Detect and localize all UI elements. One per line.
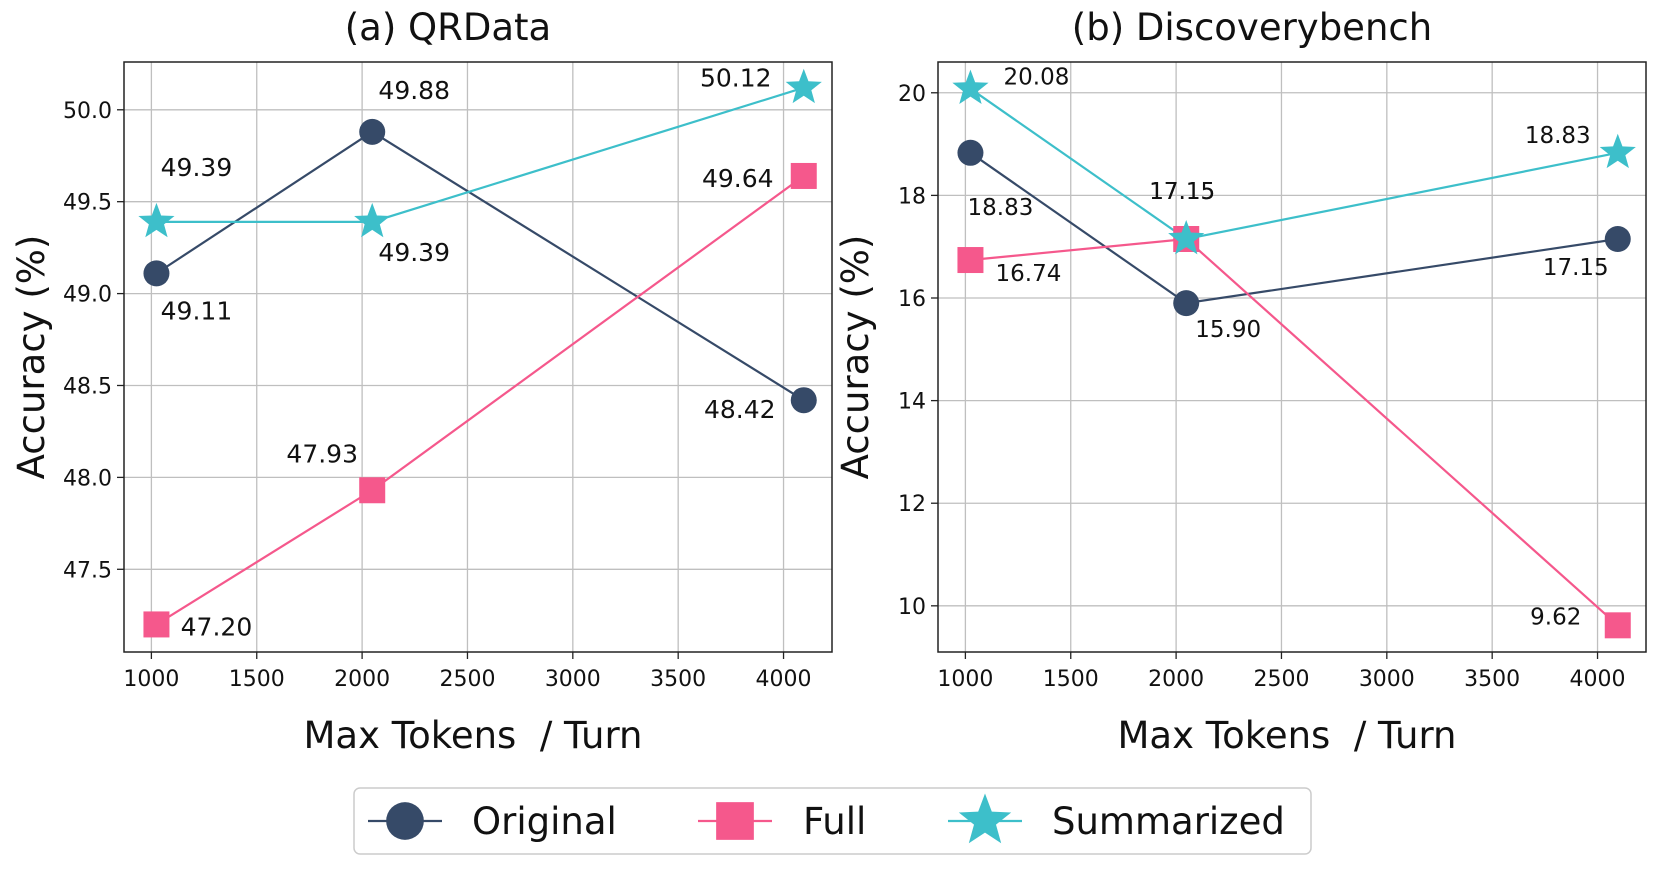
- x-tick-label: 1500: [1043, 667, 1099, 692]
- data-label-full: 17.15: [1149, 179, 1215, 205]
- gridlines: [938, 62, 1646, 652]
- y-tick-label: 14: [898, 390, 926, 415]
- marker-summarized: [354, 202, 391, 238]
- series-markers: [952, 69, 1636, 639]
- chart-panel-qrdata: (a) QRData 47.5 48.0 48.5 49.0 49.5 50.0 1000…: [10, 6, 833, 757]
- y-tick-label: 47.5: [63, 558, 112, 583]
- y-tick-label: 16: [898, 287, 926, 312]
- marker-original: [957, 139, 984, 166]
- x-tick-label: 1000: [123, 667, 179, 692]
- x-tick-label: 2000: [1148, 667, 1204, 692]
- y-tick-label: 12: [898, 492, 926, 517]
- data-label-summarized: 20.08: [1004, 65, 1070, 91]
- x-tick-label: 2000: [334, 667, 390, 692]
- series-markers: [138, 68, 822, 638]
- y-tick-label: 20: [898, 82, 926, 107]
- data-label-original: 15.90: [1195, 317, 1261, 343]
- marker-summarized: [952, 69, 989, 105]
- data-label-original: 17.15: [1543, 255, 1609, 281]
- x-tick-labels: 1000 1500 2000 2500 3000 3500 4000: [937, 652, 1626, 692]
- plot-frame: [937, 61, 1647, 653]
- data-label-original: 18.83: [968, 195, 1034, 221]
- legend-marker-original: [386, 802, 424, 840]
- y-tick-label: 48.5: [63, 374, 112, 399]
- data-label-summarized: 50.12: [700, 64, 772, 93]
- marker-original: [143, 260, 170, 287]
- x-axis-label: Max Tokens / Turn: [304, 714, 643, 757]
- data-label-summarized: 17.15: [1149, 179, 1215, 205]
- data-label-full: 47.20: [181, 612, 253, 641]
- x-tick-label: 4000: [1570, 667, 1626, 692]
- marker-full: [359, 477, 386, 504]
- x-tick-label: 1500: [229, 667, 285, 692]
- marker-summarized: [785, 68, 822, 104]
- y-tick-label: 18: [898, 184, 926, 209]
- y-tick-labels: 47.5 48.0 48.5 49.0 49.5 50.0: [63, 99, 124, 583]
- data-label-full: 47.93: [286, 439, 358, 468]
- chart-title: (b) Discoverybench: [1072, 6, 1432, 49]
- chart-panel-discoverybench: (b) Discoverybench 10 12 14 16 18 20 1000 1500…: [834, 6, 1647, 757]
- data-label-full: 16.74: [996, 261, 1062, 287]
- chart-title: (a) QRData: [345, 6, 551, 49]
- marker-summarized: [138, 202, 175, 238]
- marker-summarized: [1168, 220, 1205, 255]
- y-tick-label: 48.0: [63, 466, 112, 491]
- data-label-full: 49.64: [702, 164, 774, 193]
- data-label-summarized: 18.83: [1525, 123, 1591, 149]
- marker-full: [1604, 612, 1631, 639]
- data-label-full: 9.62: [1530, 604, 1581, 630]
- legend-label-original: Original: [472, 800, 617, 843]
- marker-original: [359, 118, 386, 145]
- legend-label-full: Full: [803, 800, 866, 843]
- legend-label-summarized: Summarized: [1052, 800, 1285, 843]
- y-tick-labels: 10 12 14 16 18 20: [898, 82, 938, 620]
- data-label-original: 48.42: [704, 395, 776, 424]
- marker-original: [1604, 226, 1631, 252]
- y-axis-label: Accuracy (%): [834, 235, 877, 480]
- marker-summarized: [1599, 133, 1636, 169]
- y-tick-label: 49.0: [63, 283, 112, 308]
- data-label-original: 49.11: [161, 296, 233, 325]
- x-tick-label: 3000: [545, 667, 601, 692]
- x-tick-label: 2500: [1253, 667, 1309, 692]
- y-tick-label: 50.0: [63, 99, 112, 124]
- x-tick-label: 1000: [937, 667, 993, 692]
- marker-full: [143, 611, 170, 638]
- y-axis-label: Accuracy (%): [10, 235, 53, 480]
- y-tick-label: 49.5: [63, 191, 112, 216]
- data-labels: 49.11 49.88 48.42 47.20 47.93 49.64 49.39 49.39…: [161, 64, 776, 642]
- legend: Original Full Summarized: [353, 787, 1312, 855]
- x-axis-label: Max Tokens / Turn: [1118, 714, 1457, 757]
- x-tick-label: 4000: [756, 667, 812, 692]
- x-tick-label: 3500: [1464, 667, 1520, 692]
- x-tick-label: 3500: [650, 667, 706, 692]
- data-label-summarized: 49.39: [378, 238, 450, 267]
- y-tick-label: 10: [898, 595, 926, 620]
- legend-marker-full: [716, 802, 754, 840]
- x-tick-label: 3000: [1359, 667, 1415, 692]
- x-tick-labels: 1000 1500 2000 2500 3000 3500 4000: [123, 652, 812, 692]
- marker-original: [1173, 290, 1200, 317]
- x-tick-label: 2500: [439, 667, 495, 692]
- data-label-summarized: 49.39: [161, 153, 233, 182]
- marker-full: [957, 247, 984, 274]
- plot-frame: [123, 61, 833, 653]
- data-label-original: 49.88: [378, 76, 450, 105]
- data-labels: 18.8315.9017.1516.7417.159.6220.0817.151…: [968, 65, 1609, 631]
- marker-original: [790, 387, 817, 414]
- legend-marker-summarized: [958, 793, 1012, 844]
- legend-frame: [353, 787, 1312, 855]
- marker-full: [790, 162, 817, 189]
